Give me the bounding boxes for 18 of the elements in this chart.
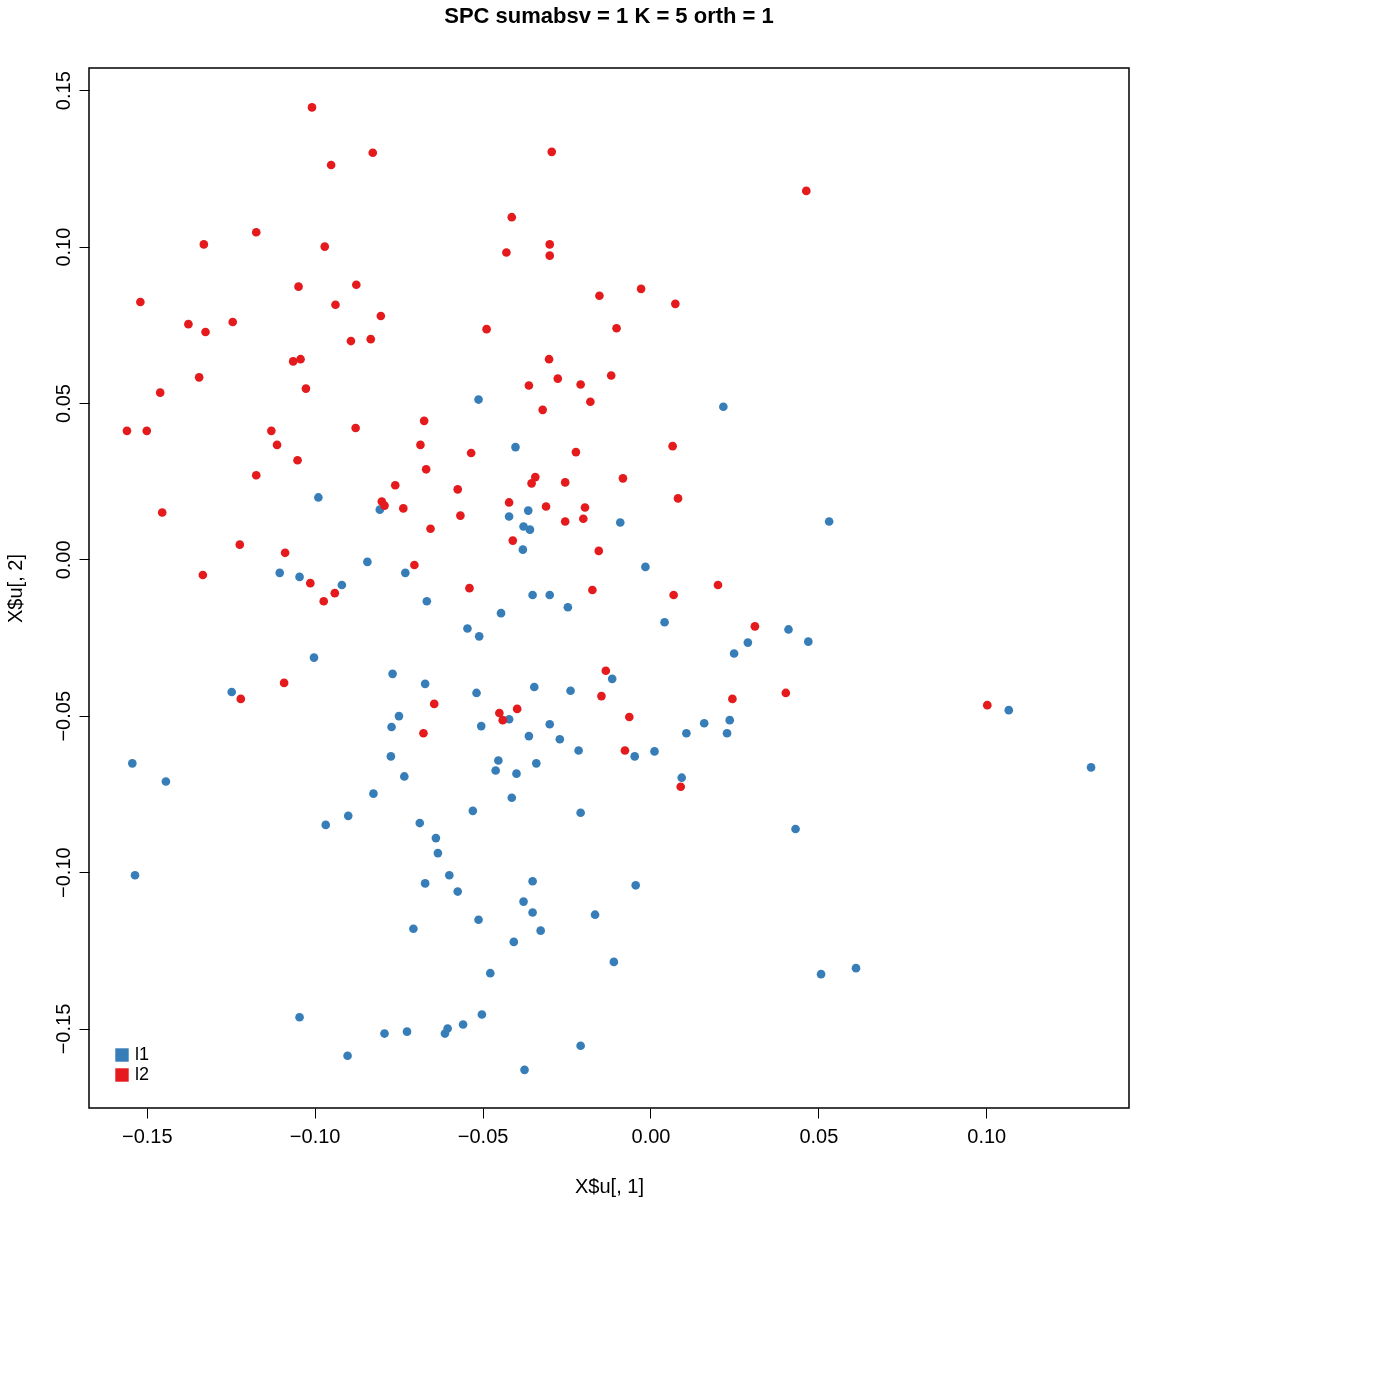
y-tick-label: 0.00 (51, 540, 74, 580)
x-tick-label: 0.05 (799, 1124, 839, 1147)
x-tick-label: −0.15 (121, 1124, 173, 1147)
y-axis-title: X$u[, 2] (3, 554, 26, 623)
y-tick-label: 0.05 (51, 384, 74, 423)
y-tick-label: 0.15 (51, 71, 74, 111)
y-tick-label: 0.10 (51, 227, 74, 267)
chart-title: SPC sumabsv = 1 K = 5 orth = 1 (444, 3, 774, 28)
y-tick-label: −0.10 (51, 847, 74, 898)
x-tick-label: 0.00 (631, 1124, 671, 1147)
x-tick-label: 0.10 (967, 1124, 1007, 1147)
legend-label: l2 (135, 1064, 150, 1084)
x-tick-label: −0.05 (457, 1124, 509, 1147)
x-axis-title: X$u[, 1] (575, 1174, 644, 1197)
y-tick-label: −0.15 (51, 1003, 74, 1055)
x-tick-label: −0.10 (289, 1124, 341, 1147)
legend-label: l1 (135, 1044, 150, 1064)
y-tick-label: −0.05 (51, 690, 74, 742)
